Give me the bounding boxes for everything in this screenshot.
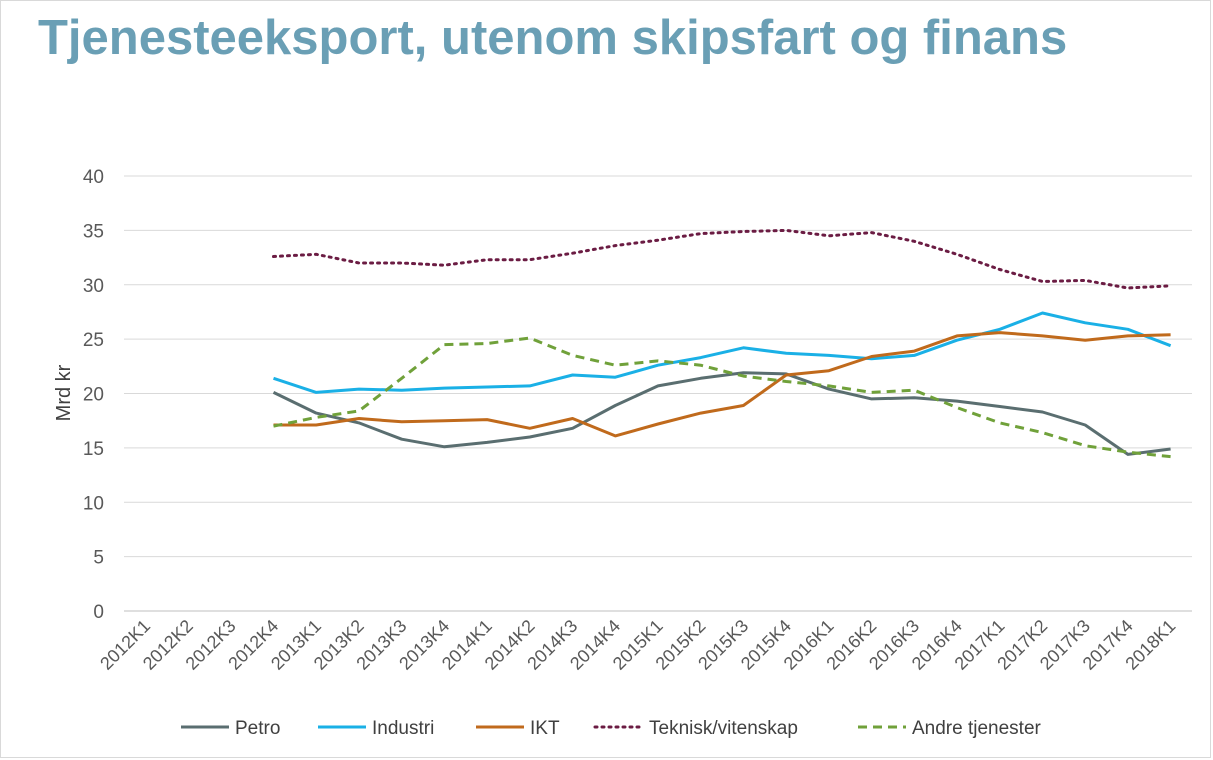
series-line-teknisk-vitenskap bbox=[272, 228, 1173, 290]
y-tick-label: 35 bbox=[83, 221, 104, 242]
gridlines bbox=[124, 175, 1192, 612]
y-tick-label: 0 bbox=[93, 602, 104, 623]
legend-label: Teknisk/vitenskap bbox=[649, 718, 798, 739]
y-tick-label: 10 bbox=[83, 493, 104, 514]
legend-label: IKT bbox=[530, 718, 560, 739]
legend-label: Andre tjenester bbox=[912, 718, 1042, 739]
y-tick-label: 30 bbox=[83, 276, 104, 297]
legend-label: Industri bbox=[372, 718, 434, 739]
legend-label: Petro bbox=[235, 718, 280, 739]
y-tick-label: 15 bbox=[83, 439, 104, 460]
x-axis-ticks: 2012K12012K22012K32012K42013K12013K22013… bbox=[96, 616, 1179, 674]
y-tick-label: 40 bbox=[83, 167, 104, 188]
series-line-ikt bbox=[273, 331, 1171, 438]
series-lines bbox=[272, 228, 1173, 459]
y-tick-label: 5 bbox=[93, 548, 104, 569]
y-axis-ticks: 0 5 10 15 20 25 30 35 40 bbox=[83, 167, 104, 623]
y-axis-label: Mrd kr bbox=[53, 364, 75, 421]
series-line-industri bbox=[273, 311, 1172, 394]
series-line-petro bbox=[272, 371, 1171, 456]
y-tick-label: 25 bbox=[83, 330, 104, 351]
series-line-andre-tjenester bbox=[273, 336, 1171, 459]
y-tick-label: 20 bbox=[83, 385, 104, 406]
chart-title: Tjenesteeksport, utenom skipsfart og fin… bbox=[38, 11, 1068, 65]
legend: Petro Industri IKT Teknisk/vitenskap Andre t… bbox=[181, 718, 1042, 739]
